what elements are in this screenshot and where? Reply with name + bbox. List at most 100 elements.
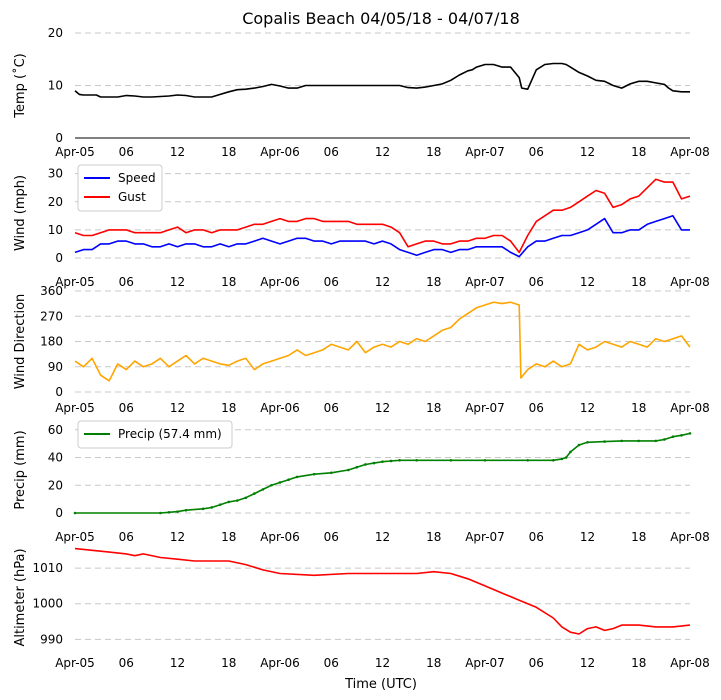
y-tick-label-altim-1: 1000 bbox=[32, 597, 63, 611]
x-tick-label-precip-10: 12 bbox=[580, 530, 595, 544]
precip-point-6 bbox=[210, 506, 213, 509]
panel-wind: 0 10 20 30 Apr-05 06 12 18 Apr-06 06 12 18 Apr-07 06 1… bbox=[13, 164, 710, 289]
x-tick-label-altim-6: 12 bbox=[375, 656, 390, 670]
y-axis-label-precip: Precip (mm) bbox=[13, 430, 28, 509]
y-tick-label-precip-3: 60 bbox=[48, 423, 63, 437]
x-tick-label-altim-12: Apr-08 bbox=[670, 656, 710, 670]
y-tick-label-wdir-2: 180 bbox=[40, 335, 63, 349]
precip-point-12 bbox=[261, 488, 265, 491]
precip-point-5 bbox=[201, 507, 205, 511]
panel-altim: 990 1000 1010 Apr-05 06 12 18 Apr-06 06 12 18 Apr-0… bbox=[13, 547, 710, 670]
x-tick-label-temp-12: Apr-08 bbox=[670, 145, 710, 159]
x-axis-label: Time (UTC) bbox=[344, 677, 417, 692]
x-tick-label-wind-9: 06 bbox=[529, 275, 544, 289]
x-tick-label-precip-4: Apr-06 bbox=[260, 530, 300, 544]
x-tick-label-wdir-4: Apr-06 bbox=[260, 401, 300, 415]
precip-point-26 bbox=[415, 458, 418, 462]
y-tick-label-precip-0: 0 bbox=[55, 506, 63, 520]
y-tick-label-wdir-0: 0 bbox=[55, 385, 63, 399]
x-tick-label-wind-7: 18 bbox=[426, 275, 441, 289]
precip-point-9 bbox=[235, 499, 239, 502]
panel-precip: 0 20 40 60 Apr-05 06 12 18 Apr-06 06 12 18 Apr-07 06 1… bbox=[13, 420, 710, 544]
precip-point-38 bbox=[637, 439, 641, 443]
precip-point-10 bbox=[244, 496, 248, 500]
y-tick-label-precip-2: 40 bbox=[48, 451, 63, 465]
precip-point-34 bbox=[577, 443, 581, 447]
precip-point-42 bbox=[680, 434, 683, 437]
y-tick-label-precip-1: 20 bbox=[48, 478, 63, 492]
x-tick-label-precip-8: Apr-07 bbox=[465, 530, 505, 544]
x-tick-label-altim-8: Apr-07 bbox=[465, 656, 505, 670]
y-axis-label-altim: Altimeter (hPa) bbox=[13, 548, 28, 646]
precip-point-36 bbox=[603, 440, 606, 443]
series-line-wdir-0 bbox=[74, 301, 691, 382]
precip-point-16 bbox=[295, 475, 299, 479]
x-tick-label-temp-7: 18 bbox=[426, 145, 441, 159]
y-tick-label-wdir-4: 360 bbox=[40, 284, 63, 298]
x-tick-label-wdir-0: Apr-05 bbox=[55, 401, 95, 415]
x-tick-label-wdir-5: 06 bbox=[324, 401, 339, 415]
x-tick-label-altim-4: Apr-06 bbox=[260, 656, 300, 670]
x-tick-label-precip-2: 12 bbox=[170, 530, 185, 544]
y-axis-label-temp: Temp (˚C) bbox=[12, 53, 28, 119]
precip-point-28 bbox=[483, 458, 487, 462]
y-tick-label-wind-1: 10 bbox=[48, 223, 63, 237]
x-tick-label-altim-11: 18 bbox=[631, 656, 646, 670]
series-line-altim-0 bbox=[74, 547, 691, 635]
precip-point-15 bbox=[287, 478, 290, 482]
legend-wind: Speed Gust bbox=[77, 164, 163, 212]
x-tick-label-precip-12: Apr-08 bbox=[670, 530, 710, 544]
series-line-wind-0 bbox=[74, 215, 690, 258]
x-tick-label-precip-11: 18 bbox=[631, 530, 646, 544]
x-tick-label-wind-4: Apr-06 bbox=[260, 275, 300, 289]
x-tick-label-precip-0: Apr-05 bbox=[55, 530, 95, 544]
precip-point-39 bbox=[654, 439, 658, 443]
x-tick-label-temp-2: 12 bbox=[170, 145, 185, 159]
precip-point-22 bbox=[372, 461, 376, 465]
legend-label-precip-0: Precip (57.4 mm) bbox=[118, 427, 222, 441]
x-tick-label-wdir-1: 06 bbox=[119, 401, 134, 415]
legend-precip: Precip (57.4 mm) bbox=[77, 420, 233, 449]
chart-title: Copalis Beach 04/05/18 - 04/07/18 bbox=[242, 9, 520, 28]
y-tick-label-temp-0: 0 bbox=[55, 131, 63, 145]
x-tick-label-precip-5: 06 bbox=[324, 530, 339, 544]
x-tick-label-wind-3: 18 bbox=[221, 275, 236, 289]
legend-box-wind bbox=[77, 164, 163, 212]
x-tick-label-temp-9: 06 bbox=[529, 145, 544, 159]
panel-temp: 0 10 20 Apr-05 06 12 18 Apr-06 06 12 18 Apr-07 06 12 1… bbox=[12, 26, 710, 159]
precip-point-13 bbox=[270, 483, 273, 487]
precip-point-3 bbox=[176, 510, 179, 513]
x-tick-label-temp-6: 12 bbox=[375, 145, 390, 159]
x-tick-label-wind-0: Apr-05 bbox=[55, 275, 95, 289]
x-tick-label-altim-7: 18 bbox=[426, 656, 441, 670]
precip-point-27 bbox=[449, 458, 453, 462]
x-tick-label-wind-5: 06 bbox=[324, 275, 339, 289]
y-tick-label-wind-3: 30 bbox=[48, 167, 63, 181]
precip-point-33 bbox=[569, 450, 572, 454]
y-axis-label-wdir: Wind Direction bbox=[13, 294, 28, 390]
panel-wdir: 0 90 180 270 360 Apr-05 06 12 18 Apr-06 06 12 18 Apr-… bbox=[13, 284, 710, 415]
legend-box-precip bbox=[77, 420, 233, 449]
precip-point-37 bbox=[620, 439, 623, 443]
precip-point-31 bbox=[560, 457, 564, 461]
x-tick-label-altim-2: 12 bbox=[170, 656, 185, 670]
x-tick-label-wind-11: 18 bbox=[631, 275, 646, 289]
x-tick-label-temp-0: Apr-05 bbox=[55, 145, 95, 159]
precip-point-30 bbox=[552, 458, 555, 462]
precip-point-11 bbox=[253, 492, 256, 495]
x-tick-label-wind-8: Apr-07 bbox=[465, 275, 505, 289]
x-tick-label-temp-4: Apr-06 bbox=[260, 145, 300, 159]
precip-point-21 bbox=[364, 463, 367, 466]
x-tick-label-altim-5: 06 bbox=[324, 656, 339, 670]
x-tick-label-wdir-8: Apr-07 bbox=[465, 401, 505, 415]
series-line-temp-0 bbox=[74, 62, 690, 98]
precip-point-43 bbox=[688, 432, 692, 435]
precip-point-35 bbox=[586, 440, 589, 444]
panels: 0 10 20 Apr-05 06 12 18 Apr-06 06 12 18 Apr-07 06 12 1… bbox=[12, 26, 710, 670]
precip-point-2 bbox=[167, 511, 171, 514]
x-tick-label-precip-3: 18 bbox=[221, 530, 236, 544]
precip-point-41 bbox=[671, 435, 675, 439]
x-tick-label-wdir-7: 18 bbox=[426, 401, 441, 415]
x-tick-label-temp-1: 06 bbox=[119, 145, 134, 159]
x-tick-label-wdir-9: 06 bbox=[529, 401, 544, 415]
